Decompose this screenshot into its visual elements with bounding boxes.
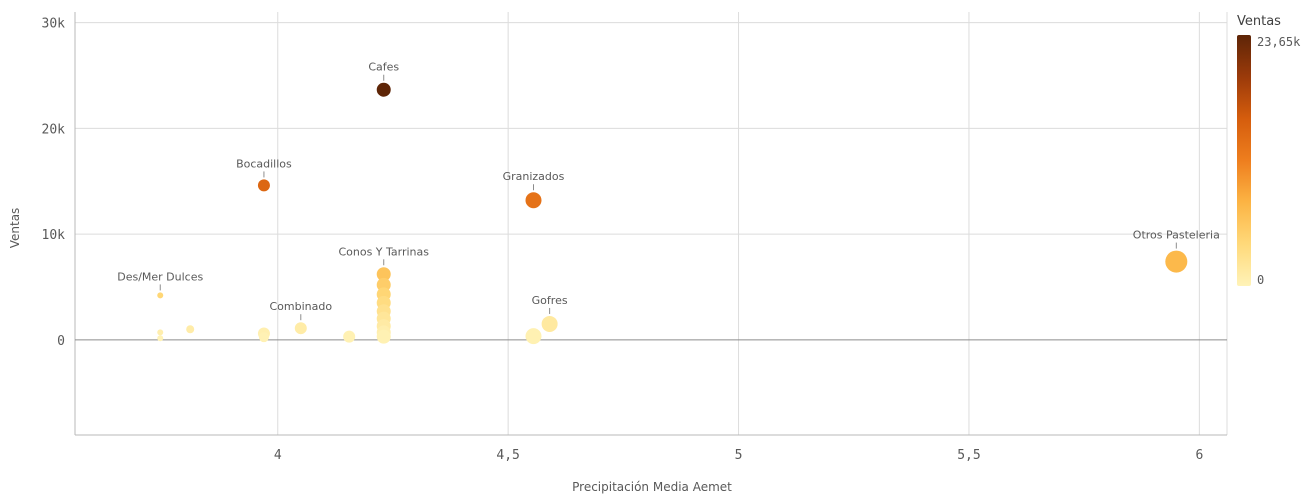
scatter-point[interactable] — [157, 292, 164, 299]
y-tick-label: 20k — [42, 122, 66, 137]
scatter-point[interactable] — [525, 192, 542, 209]
scatter-point[interactable] — [258, 332, 269, 343]
x-tick-label: 4 — [274, 448, 282, 463]
x-tick-label: 4,5 — [496, 448, 519, 463]
point-label: Combinado — [269, 300, 332, 313]
scatter-point[interactable] — [257, 179, 270, 192]
legend-min-label: 0 — [1257, 273, 1264, 287]
data-points[interactable] — [157, 82, 1188, 345]
point-label: Bocadillos — [236, 157, 292, 170]
x-tick-label: 6 — [1195, 448, 1203, 463]
scatter-point[interactable] — [343, 330, 356, 343]
axes — [74, 12, 1227, 436]
color-legend: Ventas 23,65k 0 — [1237, 14, 1301, 287]
x-tick-label: 5,5 — [957, 448, 980, 463]
y-tick-label: 10k — [42, 228, 66, 243]
point-label: Cafes — [368, 61, 399, 74]
scatter-point[interactable] — [376, 329, 391, 344]
tick-labels: 0 10k 20k 30k 4 4,5 5 5,5 6 — [42, 17, 1204, 463]
point-label: Otros Pasteleria — [1133, 229, 1220, 242]
x-axis-title: Precipitación Media Aemet — [572, 480, 732, 494]
scatter-point[interactable] — [186, 325, 195, 334]
legend-max-label: 23,65k — [1257, 35, 1301, 49]
y-tick-label: 30k — [42, 17, 66, 32]
scatter-point[interactable] — [541, 315, 558, 332]
point-label: Conos Y Tarrinas — [338, 245, 429, 258]
scatter-point[interactable] — [157, 329, 164, 336]
scatter-point[interactable] — [294, 322, 307, 335]
grid — [75, 12, 1228, 435]
legend-title: Ventas — [1237, 14, 1281, 29]
y-axis-title: Ventas — [8, 208, 22, 249]
legend-gradient-bar — [1237, 35, 1251, 286]
point-labels: Cafes Bocadillos Granizados Otros Pasteleri… — [117, 61, 1220, 321]
scatter-point[interactable] — [1165, 250, 1188, 273]
scatter-point[interactable] — [376, 267, 391, 282]
point-label: Gofres — [532, 294, 568, 307]
scatter-point[interactable] — [525, 328, 542, 345]
point-label: Granizados — [503, 170, 565, 183]
point-label: Des/Mer Dulces — [117, 270, 203, 283]
y-tick-label: 0 — [57, 334, 65, 349]
scatter-point[interactable] — [376, 82, 391, 97]
scatter-point[interactable] — [157, 335, 164, 342]
x-tick-label: 5 — [735, 448, 743, 463]
